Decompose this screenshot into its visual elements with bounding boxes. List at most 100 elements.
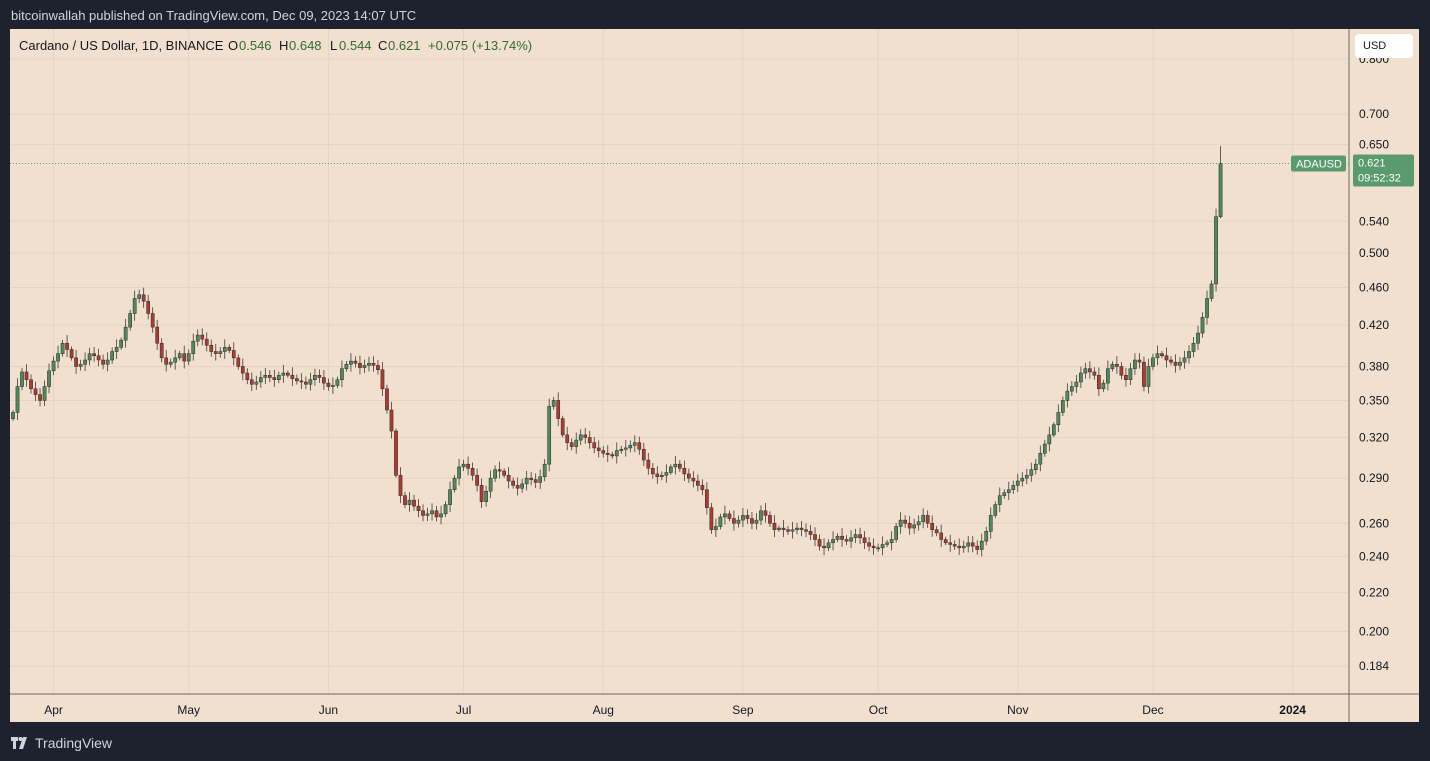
- candle-body: [979, 540, 984, 550]
- candle-body: [1214, 216, 1218, 285]
- candle: [831, 531, 835, 551]
- footer-brand: TradingView: [35, 735, 113, 751]
- time-tick-label: Sep: [732, 703, 754, 717]
- candle-body: [853, 534, 858, 539]
- candle-body: [826, 542, 831, 549]
- candle-body: [421, 510, 425, 516]
- price-tick-label: 0.320: [1359, 430, 1389, 444]
- candle: [1020, 472, 1025, 487]
- candle: [141, 287, 146, 308]
- candle-body: [78, 364, 83, 367]
- candle-body: [961, 545, 966, 549]
- candle-body: [164, 357, 169, 365]
- candle: [119, 337, 123, 350]
- candle: [51, 356, 56, 376]
- candle: [682, 460, 687, 481]
- candle: [1079, 366, 1083, 388]
- candle: [781, 519, 786, 538]
- currency-button[interactable]: USD: [1355, 34, 1413, 58]
- candle-body: [267, 375, 272, 378]
- candle-body: [1029, 469, 1034, 476]
- legend-open-value: 0.546: [239, 38, 272, 53]
- candle-body: [799, 527, 804, 530]
- candle: [191, 333, 196, 361]
- candle-body: [470, 468, 475, 476]
- candle: [655, 466, 660, 484]
- candle: [844, 535, 849, 546]
- candle-body: [867, 542, 871, 547]
- candle: [520, 478, 524, 493]
- candle: [610, 451, 615, 459]
- candle-body: [605, 453, 610, 455]
- candle-body: [236, 357, 241, 367]
- candle: [1214, 208, 1218, 292]
- candle: [1128, 362, 1133, 386]
- candle-body: [488, 477, 493, 492]
- candle-body: [948, 542, 953, 545]
- candle: [632, 435, 637, 453]
- candle: [565, 426, 570, 451]
- candle-body: [331, 385, 335, 387]
- candle: [299, 373, 304, 390]
- candle: [1074, 374, 1079, 393]
- candle-body: [1178, 361, 1182, 366]
- candle: [74, 349, 78, 374]
- candle-body: [916, 521, 921, 526]
- candle: [993, 501, 998, 519]
- candle: [1101, 379, 1106, 392]
- candle-body: [295, 378, 299, 382]
- candle-body: [1146, 366, 1151, 387]
- candle-body: [249, 379, 254, 385]
- candle-body: [1065, 390, 1070, 401]
- candle-body: [556, 400, 561, 419]
- price-tick-label: 0.380: [1359, 359, 1389, 373]
- candle: [236, 354, 241, 370]
- candle-body: [759, 510, 763, 521]
- candle-body: [416, 505, 421, 512]
- candle: [1146, 358, 1151, 394]
- candle: [795, 522, 799, 535]
- candle-body: [367, 362, 371, 366]
- candle: [263, 368, 268, 385]
- price-tick-label: 0.700: [1359, 107, 1389, 121]
- candle-body: [1218, 163, 1223, 217]
- candle: [727, 510, 732, 522]
- candle-body: [434, 510, 439, 518]
- candle: [903, 515, 907, 528]
- candle-body: [732, 518, 736, 524]
- candle: [353, 356, 358, 368]
- candle-body: [772, 523, 777, 530]
- candle-body: [1160, 353, 1164, 356]
- candle-body: [1164, 355, 1169, 361]
- candle: [159, 338, 164, 363]
- candle: [403, 491, 407, 509]
- price-tick-label: 0.350: [1359, 393, 1389, 407]
- candle: [439, 505, 443, 525]
- candle-body: [173, 357, 178, 363]
- candle: [304, 376, 308, 390]
- candle: [1006, 481, 1011, 500]
- candle: [880, 536, 885, 556]
- candle-body: [705, 489, 709, 508]
- candle-body: [461, 463, 466, 468]
- legend-change: +0.075 (+13.74%): [428, 38, 532, 53]
- candle: [533, 473, 538, 489]
- candle: [267, 370, 272, 383]
- candle-body: [781, 527, 786, 530]
- candle: [714, 518, 718, 538]
- candle: [1173, 354, 1178, 373]
- candle-body: [524, 477, 529, 485]
- candle: [371, 356, 376, 372]
- candle: [578, 429, 583, 446]
- time-axis[interactable]: Apr May Jun Jul Aug Sep Oct Nov Dec 2024: [44, 703, 1306, 717]
- candle-body: [96, 355, 101, 361]
- legend: Cardano / US Dollar, 1D, BINANCE O 0.546…: [19, 38, 532, 53]
- candle: [367, 356, 371, 372]
- candle: [709, 503, 714, 534]
- candle-body: [412, 499, 416, 507]
- candle: [322, 370, 326, 390]
- candle: [628, 440, 633, 453]
- candle-body: [484, 490, 488, 502]
- candle-body: [754, 519, 759, 524]
